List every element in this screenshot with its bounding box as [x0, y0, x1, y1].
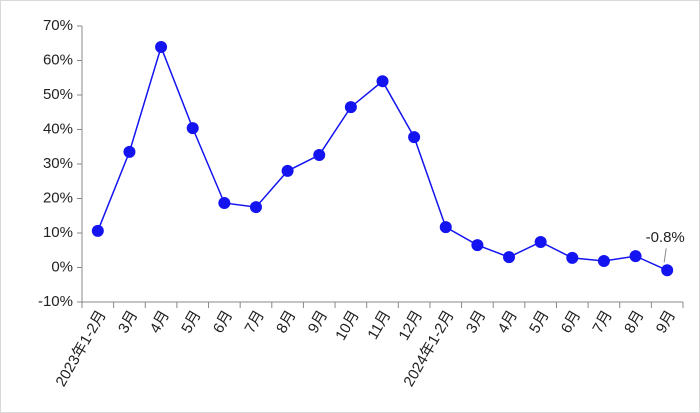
marker	[281, 164, 294, 177]
marker	[313, 149, 326, 162]
data-label: -0.8%	[646, 229, 685, 246]
marker	[91, 224, 104, 237]
y-tick-label: 40%	[43, 120, 73, 137]
label-leader	[663, 248, 667, 263]
marker	[155, 41, 168, 54]
marker	[376, 75, 389, 88]
marker	[566, 251, 579, 264]
y-tick-label: -10%	[38, 293, 73, 310]
y-tick-label: 10%	[43, 224, 73, 241]
marker	[186, 122, 199, 135]
y-tick-label: 50%	[43, 86, 73, 103]
marker	[629, 250, 642, 263]
marker	[344, 101, 357, 114]
y-tick-label: 70%	[43, 17, 73, 34]
marker	[218, 196, 231, 209]
marker	[408, 131, 421, 144]
marker	[503, 251, 516, 264]
marker	[597, 254, 610, 267]
marker	[661, 264, 674, 277]
marker	[534, 235, 547, 248]
marker	[439, 221, 452, 234]
y-tick-label: 60%	[43, 51, 73, 68]
marker	[249, 201, 262, 214]
y-tick-label: 30%	[43, 155, 73, 172]
y-tick-label: 20%	[43, 189, 73, 206]
y-tick-label: 0%	[51, 258, 73, 275]
marker	[471, 239, 484, 252]
marker	[123, 145, 136, 158]
